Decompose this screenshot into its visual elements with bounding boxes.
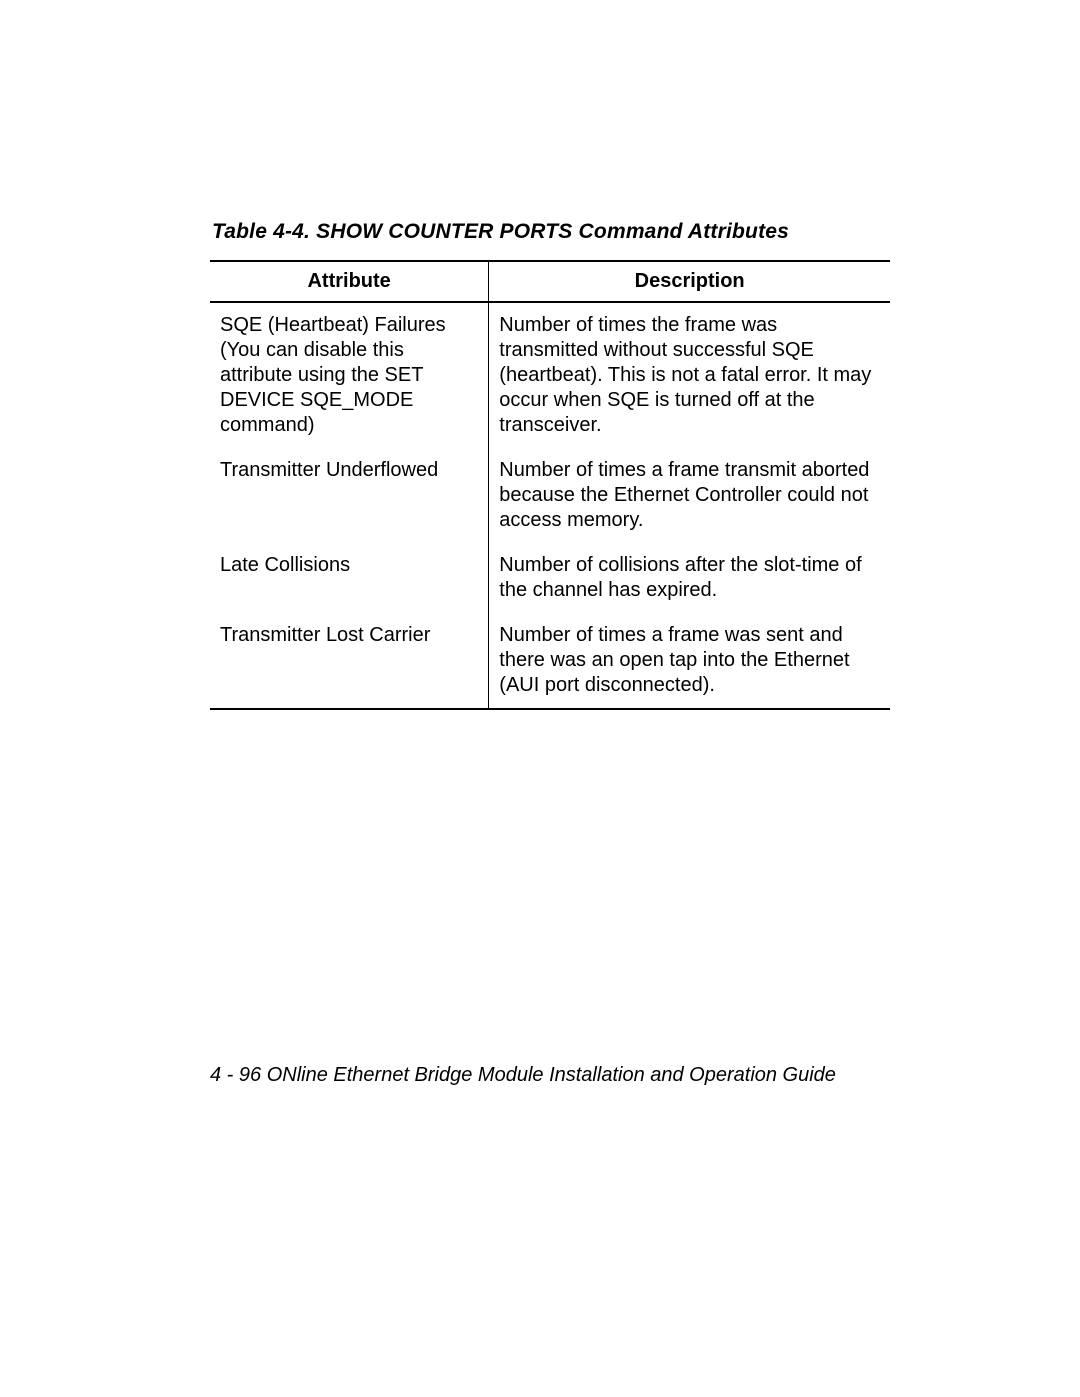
column-header-description: Description <box>489 261 890 302</box>
table-caption: Table 4-4. SHOW COUNTER PORTS Command At… <box>212 220 890 244</box>
table-header-row: Attribute Description <box>210 261 890 302</box>
table-row: Late Collisions Number of collisions aft… <box>210 543 890 613</box>
document-page: Table 4-4. SHOW COUNTER PORTS Command At… <box>0 0 1080 1397</box>
cell-attribute: Transmitter Underflowed <box>210 448 489 543</box>
cell-attribute: Late Collisions <box>210 543 489 613</box>
cell-description: Number of times a frame transmit aborted… <box>489 448 890 543</box>
page-footer: 4 - 96 ONline Ethernet Bridge Module Ins… <box>210 1064 836 1087</box>
attributes-table: Attribute Description SQE (Heartbeat) Fa… <box>210 260 890 710</box>
cell-description: Number of times a frame was sent and the… <box>489 613 890 709</box>
cell-description: Number of collisions after the slot-time… <box>489 543 890 613</box>
table-row: Transmitter Lost Carrier Number of times… <box>210 613 890 709</box>
table-row: Transmitter Underflowed Number of times … <box>210 448 890 543</box>
cell-attribute: SQE (Heartbeat) Failures (You can disabl… <box>210 302 489 448</box>
column-header-attribute: Attribute <box>210 261 489 302</box>
cell-description: Number of times the frame was transmitte… <box>489 302 890 448</box>
table-row: SQE (Heartbeat) Failures (You can disabl… <box>210 302 890 448</box>
cell-attribute: Transmitter Lost Carrier <box>210 613 489 709</box>
